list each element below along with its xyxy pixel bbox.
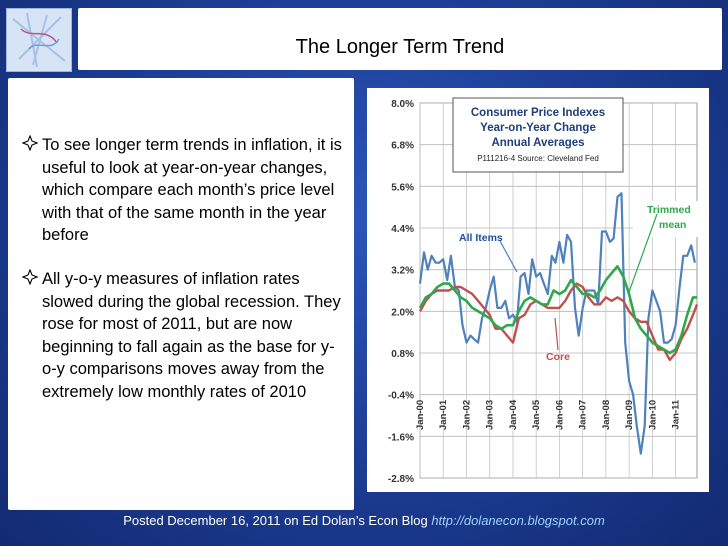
title-bar: The Longer Term Trend: [78, 8, 722, 70]
chart-annotations: All Items Trimmed mean Core: [459, 201, 709, 363]
y-tick-label: -0.4%: [388, 391, 414, 402]
trimmed-label-line-2: mean: [659, 219, 686, 231]
footer-link[interactable]: http://dolanecon.blogspot.com: [431, 513, 605, 528]
x-tick-label: Jan-07: [578, 400, 589, 430]
y-axis-tick-labels: 8.0% 6.8% 5.6% 4.4% 3.2% 2.0% 0.8% -0.4% -1.6% -2…: [388, 99, 414, 485]
chart-subtitle-2: Annual Averages: [491, 137, 584, 149]
slide-title: The Longer Term Trend: [295, 36, 505, 58]
diamond-bullet-icon: [22, 269, 38, 285]
series-line-trimmed-mean: [418, 264, 697, 355]
y-tick-label: -2.8%: [388, 474, 414, 485]
bullet-item-1: To see longer term trends in inflation, …: [22, 134, 352, 247]
x-tick-label: Jan-06: [554, 400, 565, 430]
all-items-pointer: [499, 240, 518, 273]
bullet-item-2: All y-o-y measures of inflation rates sl…: [22, 268, 352, 403]
footer-text: Posted December 16, 2011 on Ed Dolan’s E…: [123, 513, 428, 528]
cpi-line-chart: 8.0% 6.8% 5.6% 4.4% 3.2% 2.0% 0.8% -0.4% -1.6% -2…: [388, 97, 709, 485]
x-tick-label: Jan-08: [601, 400, 612, 430]
y-tick-label: 5.6%: [391, 182, 414, 193]
decorative-thumbnail-image: [6, 8, 72, 72]
x-tick-label: Jan-05: [531, 399, 542, 430]
bullet-text-2: All y-o-y measures of inflation rates sl…: [42, 270, 341, 401]
x-tick-label: Jan-04: [508, 399, 519, 430]
y-tick-label: 0.8%: [391, 349, 414, 360]
x-tick-label: Jan-09: [624, 400, 635, 430]
x-tick-label: Jan-00: [415, 400, 426, 430]
core-label: Core: [546, 351, 570, 363]
x-tick-label: Jan-11: [671, 399, 682, 429]
diamond-bullet-icon: [22, 135, 38, 151]
series-line-core: [418, 282, 699, 362]
text-panel: To see longer term trends in inflation, …: [8, 78, 354, 510]
annotation-box: [633, 201, 709, 237]
y-tick-label: 4.4%: [391, 224, 414, 235]
series-line-all-items: [418, 192, 696, 455]
footer: Posted December 16, 2011 on Ed Dolan’s E…: [0, 513, 728, 528]
y-tick-label: -1.6%: [388, 432, 414, 443]
chart-source-note: P111216-4 Source: Cleveland Fed: [477, 154, 599, 163]
x-tick-label: Jan-03: [485, 400, 496, 430]
y-tick-label: 2.0%: [391, 307, 414, 318]
all-items-label: All Items: [459, 232, 503, 244]
chart-series: [418, 192, 699, 455]
chart-panel: 8.0% 6.8% 5.6% 4.4% 3.2% 2.0% 0.8% -0.4% -1.6% -2…: [367, 88, 709, 492]
bullet-text-1: To see longer term trends in inflation, …: [42, 136, 342, 244]
chart-title-box: Consumer Price Indexes Year-on-Year Chan…: [452, 97, 624, 173]
y-tick-label: 8.0%: [391, 99, 414, 110]
trimmed-pointer: [628, 213, 658, 293]
x-tick-label: Jan-02: [461, 400, 472, 430]
x-tick-label: Jan-10: [647, 400, 658, 430]
y-tick-label: 6.8%: [391, 141, 414, 152]
y-tick-label: 3.2%: [391, 266, 414, 277]
chart-title: Consumer Price Indexes: [471, 107, 605, 119]
x-tick-label: Jan-01: [438, 399, 449, 430]
core-pointer: [554, 317, 559, 351]
chart-subtitle: Year-on-Year Change: [480, 122, 596, 134]
x-axis-tick-labels: Jan-00 Jan-01 Jan-02 Jan-03 Jan-04 Jan-05 Jan-…: [415, 399, 682, 430]
trimmed-label-line-1: Trimmed: [647, 204, 691, 216]
